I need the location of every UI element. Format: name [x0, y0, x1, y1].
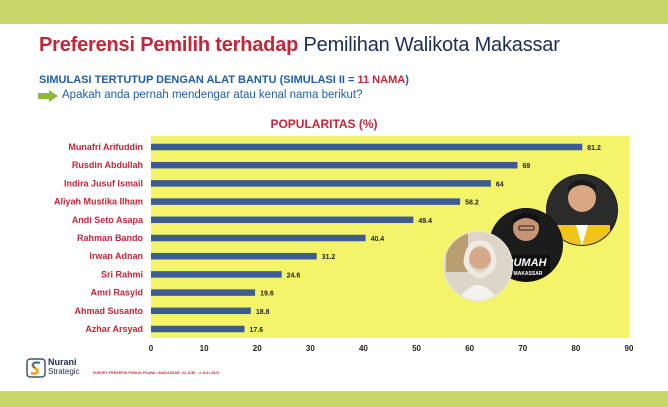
category-label: Amri Rasyid: [90, 288, 143, 298]
category-label: Sri Rahmi: [101, 269, 143, 279]
bottom-frame-band: [0, 391, 668, 407]
simulation-subtitle: SIMULASI TERTUTUP DENGAN ALAT BANTU (SIM…: [39, 74, 409, 86]
logo-name: Nurani: [48, 357, 77, 367]
x-tick-label: 50: [412, 344, 421, 353]
category-label: Rusdin Abdullah: [72, 160, 143, 170]
x-tick-label: 20: [253, 344, 262, 353]
bar: [151, 252, 317, 260]
value-label: 31.2: [322, 254, 336, 261]
x-tick-label: 60: [465, 344, 474, 353]
category-label: Indira Jusuf Ismail: [64, 178, 143, 188]
category-label: Aliyah Mustika Ilham: [54, 197, 143, 207]
subtitle-close: ): [405, 74, 409, 86]
candidate-photo-3: [443, 231, 513, 301]
nurani-logo-icon: [26, 358, 46, 378]
x-tick-label: 0: [149, 344, 154, 353]
category-label: Azhar Arsyad: [85, 324, 143, 334]
value-label: 17.6: [249, 327, 263, 334]
category-label: Ahmad Susanto: [74, 306, 143, 316]
bar: [151, 289, 256, 296]
arrow-right-icon: [38, 90, 58, 102]
bar: [151, 180, 491, 187]
category-label: Rahman Bando: [77, 233, 144, 243]
subtitle-text: SIMULASI TERTUTUP DENGAN ALAT BANTU (SIM…: [39, 74, 358, 86]
x-tick-label: 40: [359, 344, 368, 353]
footer-note: SURVEY PERSEPSI PUBLIK PILWALI MAKASSAR,…: [93, 371, 220, 375]
photo-banner-sub: MAKASSAR: [514, 271, 543, 277]
title-part-navy: Pemilihan Walikota Makassar: [303, 34, 560, 56]
x-tick-label: 70: [518, 344, 527, 353]
title-part-red: Preferensi Pemilih terhadap: [39, 34, 299, 56]
bar: [151, 216, 414, 224]
bar: [151, 307, 251, 315]
subtitle-count: 11 NAMA: [357, 74, 406, 86]
bar: [151, 143, 583, 151]
category-label: Munafri Arifuddin: [68, 142, 143, 152]
bar: [151, 198, 461, 205]
value-label: 49.4: [418, 218, 432, 225]
value-label: 40.4: [371, 236, 385, 243]
bar: [151, 271, 282, 278]
x-tick-label: 80: [571, 344, 580, 353]
chart-title: POPULARITAS (%): [270, 117, 377, 131]
survey-question: Apakah anda pernah mendengar atau kenal …: [62, 89, 363, 101]
bar: [151, 325, 245, 333]
logo-subtitle: Strategic: [48, 367, 80, 376]
value-label: 58.2: [465, 200, 479, 207]
top-frame-band: [0, 0, 668, 24]
value-label: 64: [496, 181, 504, 188]
value-label: 18.8: [256, 309, 270, 316]
bar: [151, 161, 518, 169]
value-label: 81.2: [587, 145, 601, 152]
category-label: Andi Seto Asapa: [72, 215, 144, 225]
value-label: 24.6: [287, 272, 301, 279]
photo-banner-text: RUMAH: [506, 257, 548, 269]
candidate-photo-1: [546, 174, 618, 246]
x-tick-label: 90: [625, 344, 634, 353]
slide-title: Preferensi Pemilih terhadap Pemilihan Wa…: [39, 34, 560, 57]
bar: [151, 234, 366, 242]
value-label: 69: [522, 163, 530, 170]
value-label: 19.6: [260, 291, 274, 298]
x-tick-label: 10: [200, 344, 209, 353]
category-label: Irwan Adnan: [89, 251, 143, 261]
x-tick-label: 30: [306, 344, 315, 353]
